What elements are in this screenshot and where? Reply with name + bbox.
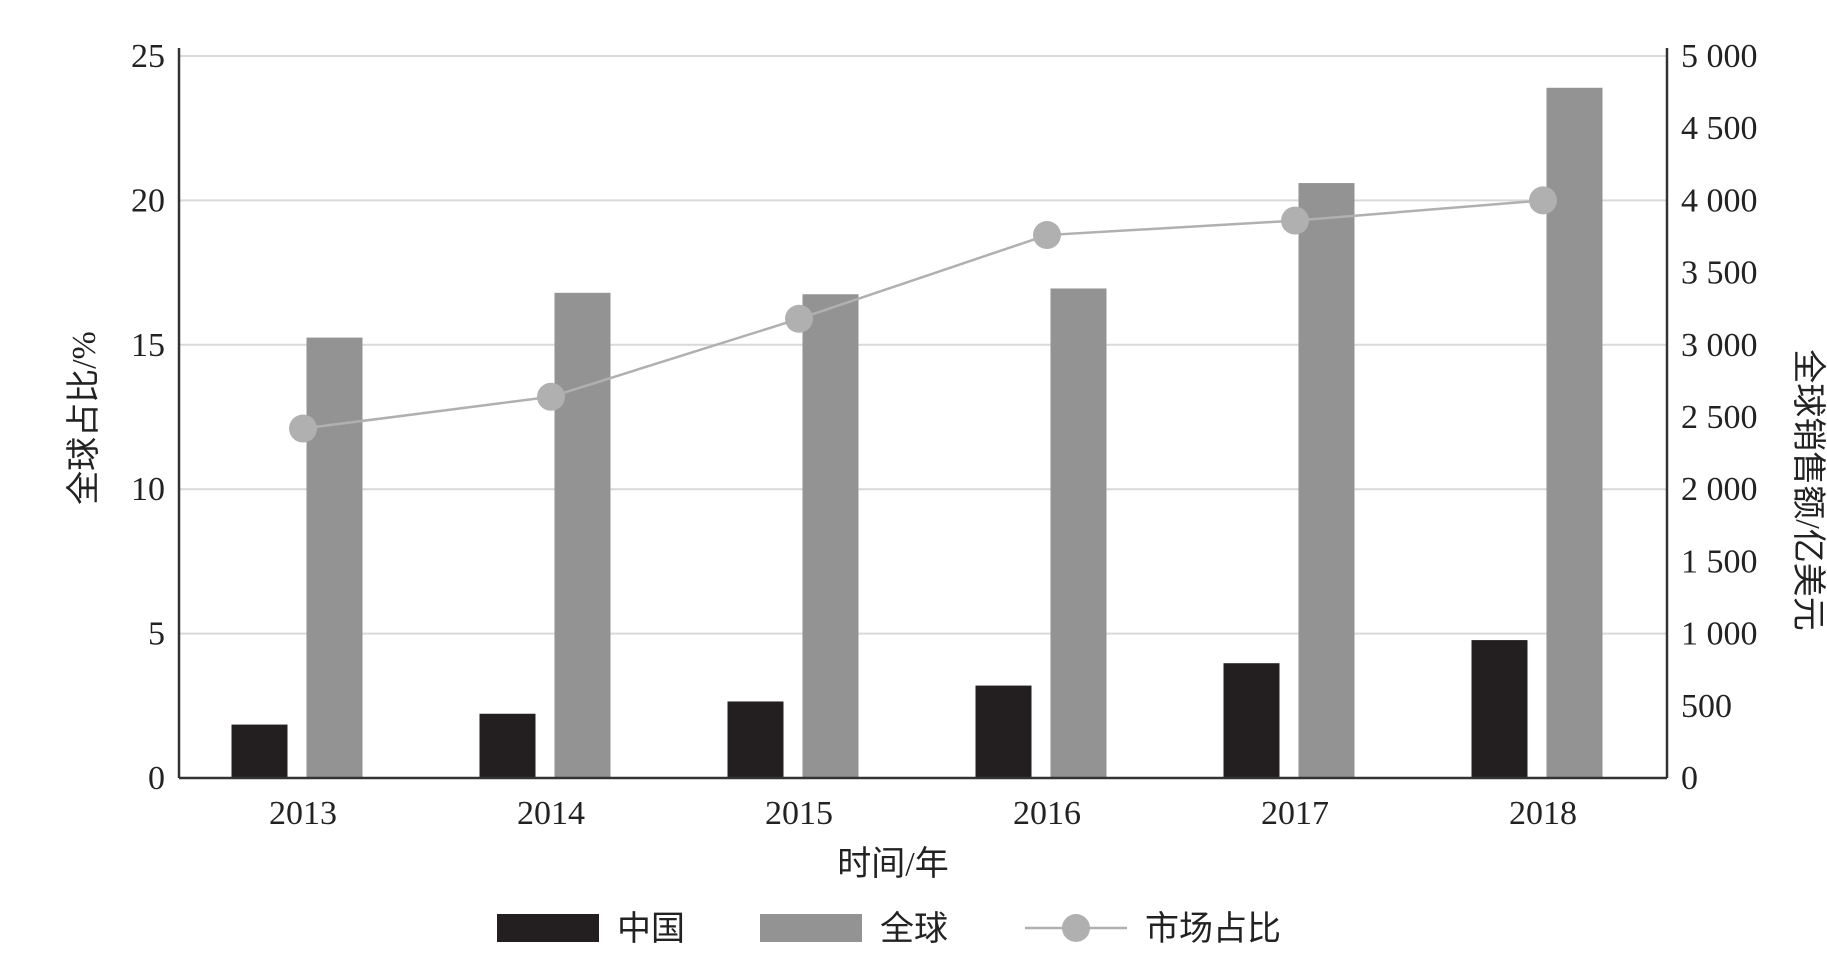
y-axis-left-label: 全球占比/% <box>65 331 103 505</box>
bar-china-2016 <box>975 685 1032 778</box>
y-right-tick-label: 3 000 <box>1681 327 1758 364</box>
y-axis-right-label: 全球销售额/亿美元 <box>1789 349 1827 630</box>
gridlines <box>179 55 1667 635</box>
x-tick-label: 2018 <box>1509 795 1577 832</box>
legend-item-0: 中国 <box>497 910 685 948</box>
share-point-2013 <box>289 414 317 443</box>
share-point-2016 <box>1033 221 1061 250</box>
bars <box>231 87 1603 778</box>
legend: 中国 全球 市场占比 <box>497 910 1281 948</box>
legend-label: 全球 <box>880 910 948 948</box>
y-right-tick-label: 2 500 <box>1681 399 1758 436</box>
share-point-2014 <box>537 382 565 411</box>
bar-china-2017 <box>1223 663 1280 778</box>
y-right-tick-label: 4 500 <box>1681 110 1758 147</box>
bar-global-2018 <box>1546 87 1603 778</box>
share-point-2017 <box>1281 206 1309 235</box>
y-right-tick-label: 500 <box>1681 688 1732 725</box>
bar-global-2013 <box>306 337 363 778</box>
bar-global-2014 <box>554 292 611 778</box>
share-line <box>289 186 1557 443</box>
y-left-tick-label: 5 <box>148 616 165 653</box>
bar-global-2017 <box>1298 183 1355 778</box>
legend-label: 中国 <box>617 910 685 948</box>
y-right-tick-label: 1 500 <box>1681 543 1758 580</box>
y-right-tick-label: 2 000 <box>1681 471 1758 508</box>
legend-item-1: 全球 <box>760 910 948 948</box>
bar-china-2015 <box>727 701 784 778</box>
x-tick-label: 2014 <box>517 795 585 832</box>
y-left-tick-label: 10 <box>131 471 165 508</box>
x-axis-label: 时间/年 <box>837 845 948 883</box>
x-tick-label: 2013 <box>269 795 337 832</box>
tick-labels: 0 5 10 15 20 25 0 500 1 000 1 500 2 000 2 500 3 000 3… <box>131 38 1758 832</box>
bar-global-2016 <box>1050 288 1107 778</box>
x-tick-label: 2017 <box>1261 795 1329 832</box>
y-left-tick-label: 25 <box>131 38 165 75</box>
x-tick-label: 2016 <box>1013 795 1081 832</box>
bar-china-2014 <box>479 713 536 778</box>
axes <box>177 48 1669 780</box>
y-left-tick-label: 15 <box>131 327 165 364</box>
y-left-tick-label: 0 <box>148 760 165 797</box>
bar-china-2018 <box>1471 640 1528 778</box>
y-left-tick-label: 20 <box>131 182 165 219</box>
y-right-tick-label: 4 000 <box>1681 182 1758 219</box>
legend-swatch <box>760 914 862 942</box>
share-line-path <box>302 199 1544 430</box>
y-right-tick-label: 5 000 <box>1681 38 1758 75</box>
legend-label: 市场占比 <box>1145 910 1281 948</box>
share-point-2018 <box>1529 186 1557 215</box>
legend-item-2: 市场占比 <box>1025 910 1281 948</box>
legend-swatch <box>497 914 599 942</box>
share-point-2015 <box>785 304 813 333</box>
y-right-tick-label: 1 000 <box>1681 616 1758 653</box>
x-tick-label: 2015 <box>765 795 833 832</box>
y-right-tick-label: 3 500 <box>1681 255 1758 292</box>
y-right-tick-label: 0 <box>1681 760 1698 797</box>
bar-global-2015 <box>802 294 859 778</box>
bar-china-2013 <box>231 724 288 778</box>
legend-marker <box>1062 914 1090 942</box>
